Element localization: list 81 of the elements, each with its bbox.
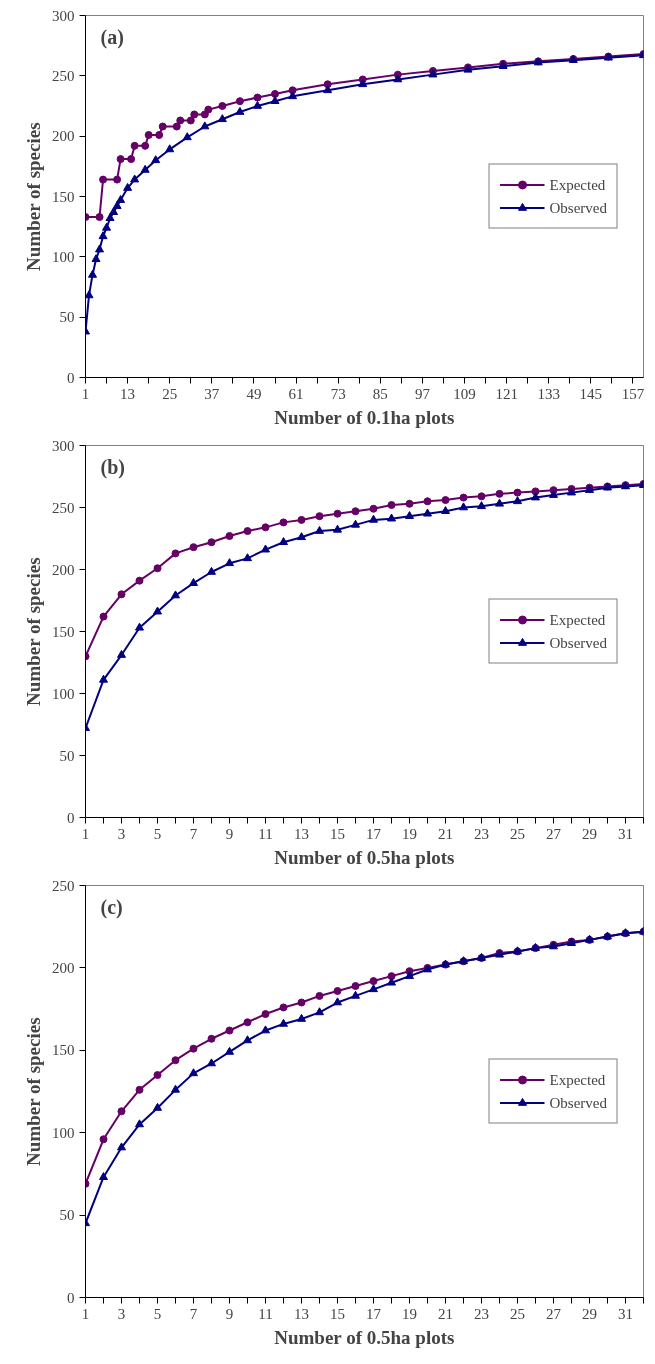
x-tick-label: 23 [474,1305,489,1322]
y-axis-title: Number of species [23,1017,44,1166]
x-tick-label: 7 [189,825,198,842]
y-tick-label: 250 [52,877,75,894]
x-tick-label: 7 [189,1305,198,1322]
y-tick-label: 250 [52,67,75,84]
y-axis-title: Number of species [23,122,44,271]
legend-label: Expected [549,1071,606,1088]
x-tick-label: 145 [579,385,603,402]
x-tick-label: 1 [81,825,90,842]
x-tick-label: 9 [225,825,234,842]
y-tick-label: 150 [52,188,75,205]
x-tick-label: 15 [330,825,345,842]
x-tick-label: 25 [510,825,525,842]
x-tick-label: 29 [582,1305,597,1322]
x-tick-label: 27 [546,1305,562,1322]
x-tick-label: 31 [618,825,633,842]
x-tick-label: 13 [294,825,309,842]
legend-label: Observed [549,1094,607,1111]
y-tick-label: 0 [67,1289,75,1306]
x-axis-title: Number of 0.5ha plots [274,846,455,868]
x-tick-label: 17 [366,1305,382,1322]
x-tick-label: 13 [120,385,136,402]
x-tick-label: 121 [495,385,518,402]
y-tick-label: 50 [59,747,75,764]
y-tick-label: 250 [52,499,75,516]
x-tick-label: 1 [81,385,90,402]
x-tick-label: 85 [372,385,388,402]
y-tick-label: 0 [67,809,75,826]
x-tick-label: 9 [225,1305,234,1322]
x-tick-label: 21 [438,1305,453,1322]
x-tick-label: 37 [204,385,220,402]
y-tick-label: 50 [59,309,75,326]
x-tick-label: 27 [546,825,562,842]
x-tick-label: 49 [246,385,262,402]
x-tick-label: 97 [414,385,431,402]
x-tick-label: 157 [621,385,645,402]
y-tick-label: 200 [52,128,75,145]
x-axis-title: Number of 0.5ha plots [274,1326,455,1348]
x-tick-label: 25 [162,385,178,402]
legend-label: Observed [549,634,607,651]
x-tick-label: 25 [510,1305,525,1322]
x-tick-label: 19 [402,825,417,842]
annotation: (b) [100,455,125,479]
x-tick-label: 11 [258,1305,273,1322]
x-axis-title: Number of 0.1ha plots [274,406,455,428]
x-tick-label: 133 [537,385,560,402]
y-tick-label: 150 [52,1042,75,1059]
x-tick-label: 1 [81,1305,90,1322]
annotation: (a) [100,25,124,49]
x-tick-label: 61 [288,385,304,402]
x-tick-label: 3 [117,825,126,842]
legend-label: Expected [549,176,606,193]
annotation: (c) [100,895,123,919]
x-tick-label: 31 [618,1305,633,1322]
x-tick-label: 73 [330,385,346,402]
x-tick-label: 15 [330,1305,345,1322]
x-tick-label: 13 [294,1305,309,1322]
x-tick-label: 5 [153,825,162,842]
legend-label: Observed [549,199,607,216]
y-tick-label: 0 [67,369,75,386]
x-tick-label: 11 [258,825,273,842]
y-tick-label: 300 [52,7,75,24]
y-tick-label: 150 [52,623,75,640]
x-tick-label: 23 [474,825,489,842]
x-tick-label: 109 [453,385,476,402]
legend-label: Expected [549,611,606,628]
y-tick-label: 200 [52,959,75,976]
y-tick-label: 100 [52,1124,75,1141]
y-tick-label: 200 [52,561,75,578]
x-tick-label: 21 [438,825,453,842]
y-tick-label: 100 [52,685,75,702]
y-tick-label: 50 [59,1207,75,1224]
y-tick-label: 100 [52,248,75,265]
x-tick-label: 17 [366,825,382,842]
x-tick-label: 5 [153,1305,162,1322]
x-tick-label: 3 [117,1305,126,1322]
y-tick-label: 300 [52,437,75,454]
x-tick-label: 29 [582,825,597,842]
y-axis-title: Number of species [23,557,44,706]
x-tick-label: 19 [402,1305,417,1322]
